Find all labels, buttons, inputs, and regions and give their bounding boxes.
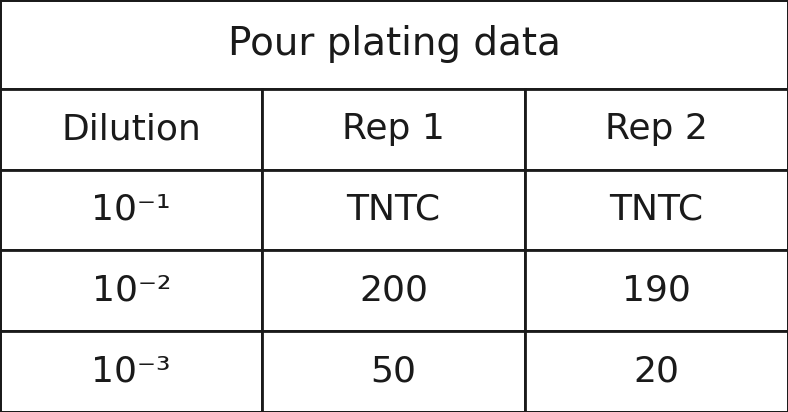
Bar [0,250,262,331]
Text: 10⁻¹: 10⁻¹ [91,193,171,227]
Bar [0,0,788,89]
Bar [262,250,525,331]
Bar [525,331,788,412]
Bar [0,331,262,412]
Bar [262,331,525,412]
Bar [525,89,788,169]
Text: TNTC: TNTC [609,193,704,227]
Text: TNTC: TNTC [347,193,440,227]
Bar [525,250,788,331]
Text: Pour plating data: Pour plating data [228,25,560,63]
Bar [0,169,262,250]
Text: Rep 1: Rep 1 [342,112,445,146]
Text: 50: 50 [370,355,417,389]
Text: 10⁻²: 10⁻² [91,274,171,308]
Bar [262,89,525,169]
Bar [262,169,525,250]
Text: 190: 190 [622,274,691,308]
Text: 10⁻³: 10⁻³ [91,355,171,389]
Text: Dilution: Dilution [61,112,201,146]
Bar [0,89,262,169]
Text: 20: 20 [634,355,679,389]
Text: Rep 2: Rep 2 [605,112,708,146]
Bar [525,169,788,250]
Text: 200: 200 [359,274,428,308]
